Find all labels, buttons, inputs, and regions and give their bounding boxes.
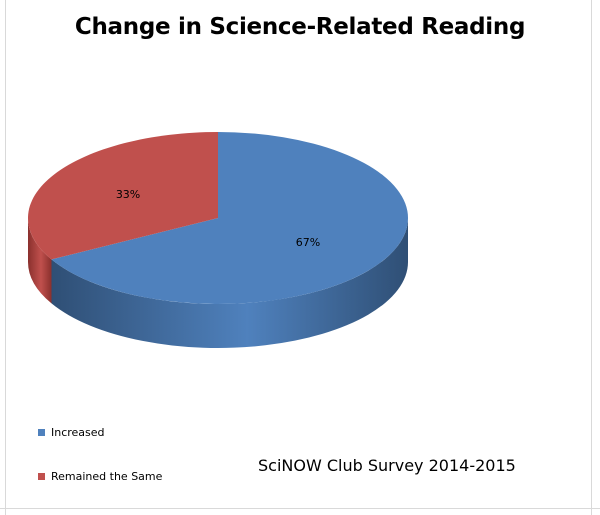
pie-side-remained-the-same [28, 218, 52, 304]
legend-label-increased: Increased [51, 426, 105, 439]
pie-side-increased [51, 218, 408, 348]
data-label-remained-the-same: 33% [116, 188, 140, 201]
frame-border-right [591, 0, 600, 515]
pie-slice-increased [51, 132, 409, 304]
frame-border-bottom [0, 508, 600, 515]
chart-title: Change in Science-Related Reading [74, 14, 526, 40]
legend-swatch-remained-the-same [38, 472, 45, 480]
legend-label-remained-the-same: Remained the Same [51, 470, 163, 483]
legend-item-remained-the-same: Remained the Same [38, 470, 162, 483]
legend-item-increased: Increased [38, 426, 105, 439]
data-label-increased: 67% [296, 236, 320, 249]
frame-border-left [0, 0, 6, 515]
legend-swatch-increased [38, 428, 45, 436]
pie-slice-remained-the-same [28, 132, 218, 260]
survey-annotation: SciNOW Club Survey 2014-2015 [258, 456, 516, 475]
